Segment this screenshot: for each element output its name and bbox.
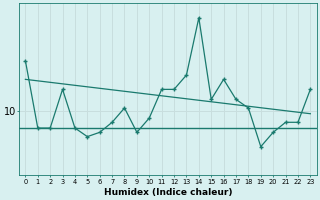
X-axis label: Humidex (Indice chaleur): Humidex (Indice chaleur)	[104, 188, 232, 197]
